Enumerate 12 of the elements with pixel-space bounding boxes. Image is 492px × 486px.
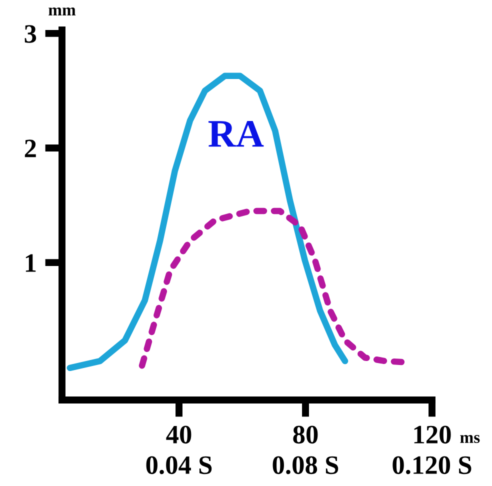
y-tick-label: 2: [24, 140, 36, 158]
x2-tick-label: 0.08 S: [272, 456, 338, 474]
x2-tick-label: 0.120 S: [392, 456, 472, 474]
y-axis-title: mm: [48, 7, 76, 16]
x2-tick-label: 0.04 S: [146, 456, 212, 474]
x-tick-label: 40: [166, 426, 192, 444]
x-axis-title: ms: [460, 435, 480, 444]
y-tick-label: 3: [24, 25, 36, 43]
annotation: RA: [208, 120, 264, 147]
x-tick-label: 80: [293, 426, 318, 444]
y-tick-label: 1: [26, 254, 36, 272]
x-tick-label: 120: [414, 426, 451, 444]
